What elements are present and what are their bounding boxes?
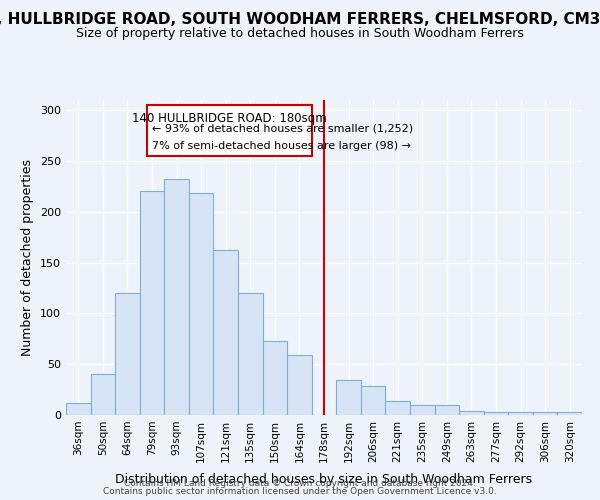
- Bar: [484, 412, 508, 415]
- Text: Size of property relative to detached houses in South Woodham Ferrers: Size of property relative to detached ho…: [76, 28, 524, 40]
- Text: Contains HM Land Registry data © Crown copyright and database right 2024.: Contains HM Land Registry data © Crown c…: [124, 478, 476, 488]
- Text: 140 HULLBRIDGE ROAD: 180sqm: 140 HULLBRIDGE ROAD: 180sqm: [132, 112, 327, 125]
- Bar: [557, 412, 582, 415]
- Bar: [164, 180, 189, 415]
- Text: ← 93% of detached houses are smaller (1,252): ← 93% of detached houses are smaller (1,…: [152, 124, 413, 134]
- Bar: [238, 293, 263, 415]
- Bar: [66, 403, 91, 415]
- Bar: [189, 194, 214, 415]
- Y-axis label: Number of detached properties: Number of detached properties: [22, 159, 34, 356]
- Bar: [91, 374, 115, 415]
- Bar: [336, 380, 361, 415]
- Bar: [361, 386, 385, 415]
- Bar: [115, 293, 140, 415]
- Bar: [214, 250, 238, 415]
- Text: Contains public sector information licensed under the Open Government Licence v3: Contains public sector information licen…: [103, 487, 497, 496]
- Bar: [459, 411, 484, 415]
- Bar: [410, 405, 434, 415]
- X-axis label: Distribution of detached houses by size in South Woodham Ferrers: Distribution of detached houses by size …: [115, 473, 533, 486]
- Bar: [263, 341, 287, 415]
- Text: 7% of semi-detached houses are larger (98) →: 7% of semi-detached houses are larger (9…: [152, 140, 411, 150]
- Bar: [385, 401, 410, 415]
- Bar: [508, 412, 533, 415]
- FancyBboxPatch shape: [147, 105, 312, 156]
- Bar: [287, 355, 312, 415]
- Bar: [140, 192, 164, 415]
- Bar: [533, 412, 557, 415]
- Text: 140, HULLBRIDGE ROAD, SOUTH WOODHAM FERRERS, CHELMSFORD, CM3 5LL: 140, HULLBRIDGE ROAD, SOUTH WOODHAM FERR…: [0, 12, 600, 28]
- Bar: [434, 405, 459, 415]
